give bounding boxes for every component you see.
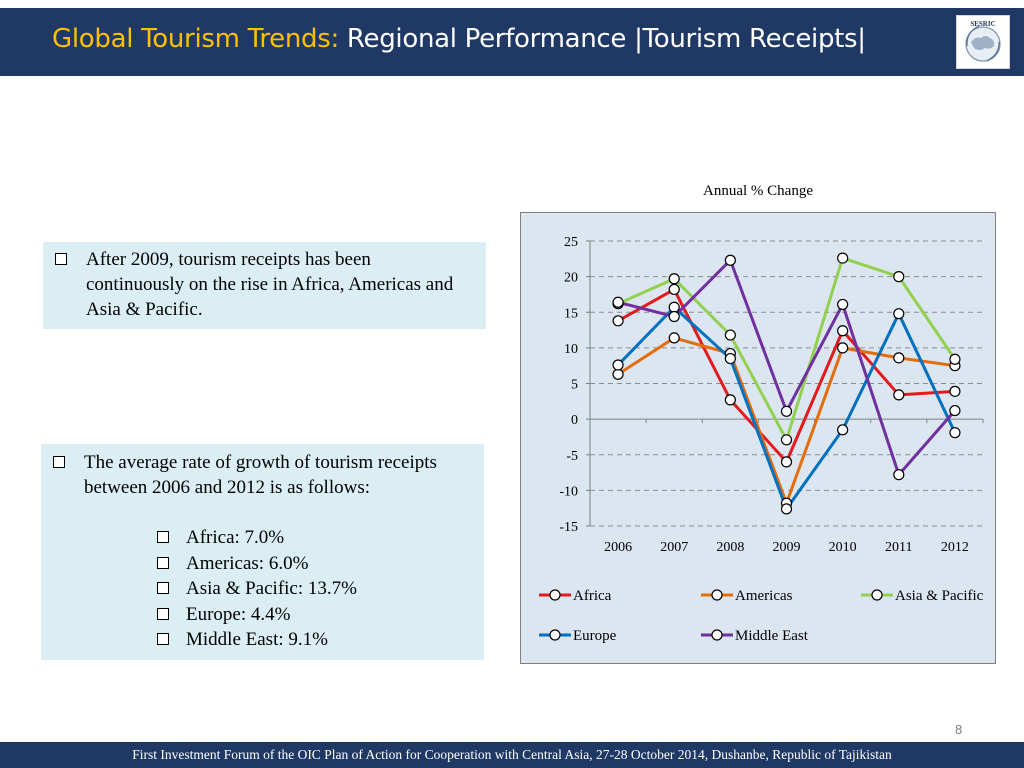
chart-area: 25 20 15 10 5 0 -5 -10 -15 2006 2007 2008 2009 2010 20… xyxy=(520,212,996,664)
legend-marker xyxy=(871,589,883,601)
checkbox-bullet-icon xyxy=(157,531,169,543)
list-item: Americas: 6.0% xyxy=(186,553,309,574)
list-item: Middle East: 9.1% xyxy=(186,629,328,650)
data-point xyxy=(837,252,849,264)
legend-marker xyxy=(711,589,723,601)
x-tick-label: 2012 xyxy=(941,540,969,555)
data-point xyxy=(612,315,624,327)
data-point xyxy=(893,352,905,364)
footer-bar xyxy=(0,742,1024,768)
line-chart: 25 20 15 10 5 0 -5 -10 -15 2006 2007 2008 2009 2010 20… xyxy=(539,235,984,644)
data-point xyxy=(949,427,961,439)
legend-label: Africa xyxy=(573,588,612,604)
checkbox-bullet-icon xyxy=(53,456,65,468)
y-tick-label: 25 xyxy=(564,235,578,250)
y-tick-label: -10 xyxy=(559,484,578,499)
chart-title: Annual % Change xyxy=(703,183,813,199)
data-point xyxy=(612,296,624,308)
legend-label: Americas xyxy=(735,588,793,604)
logo-text: SESRIC xyxy=(970,20,995,28)
title-highlight: Global Tourism Trends: xyxy=(52,24,339,54)
series-line xyxy=(617,336,956,505)
checkbox-bullet-icon xyxy=(157,633,169,645)
data-point xyxy=(837,325,849,337)
data-point xyxy=(893,469,905,481)
y-tick-label: -5 xyxy=(566,449,578,464)
x-tick-label: 2011 xyxy=(885,540,912,555)
checkbox-bullet-icon xyxy=(157,608,169,620)
data-point xyxy=(724,254,736,266)
y-tick-label: 5 xyxy=(571,378,578,393)
x-tick-label: 2008 xyxy=(716,540,744,555)
list-item: Asia & Pacific: 13.7% xyxy=(186,578,357,599)
data-point xyxy=(893,308,905,320)
data-point xyxy=(724,394,736,406)
data-point xyxy=(949,404,961,417)
data-point xyxy=(837,424,849,436)
legend-label: Europe xyxy=(573,628,617,644)
summary-box: After 2009, tourism receipts has been co… xyxy=(43,242,486,329)
data-point xyxy=(724,352,736,365)
data-point xyxy=(612,359,624,371)
y-tick-label: 10 xyxy=(564,342,578,357)
sesric-logo: SESRIC xyxy=(956,15,1010,69)
data-point xyxy=(893,389,905,401)
slide-title: Global Tourism Trends: Regional Performa… xyxy=(52,24,866,54)
data-point xyxy=(668,301,680,313)
list-item: Europe: 4.4% xyxy=(186,604,291,625)
checkbox-bullet-icon xyxy=(157,582,169,594)
x-tick-label: 2010 xyxy=(829,540,857,555)
average-growth-box: The average rate of growth of tourism re… xyxy=(41,444,484,660)
y-tick-label: -15 xyxy=(559,520,578,535)
page-number: 8 xyxy=(955,722,963,737)
footer-text: First Investment Forum of the OIC Plan o… xyxy=(132,747,892,762)
x-tick-label: 2007 xyxy=(660,540,688,555)
data-point xyxy=(780,503,793,515)
data-point xyxy=(949,385,961,397)
x-tick-label: 2009 xyxy=(773,540,801,555)
list-item: Africa: 7.0% xyxy=(186,527,285,548)
data-point xyxy=(668,332,680,344)
legend-marker xyxy=(711,629,723,641)
data-point xyxy=(612,368,624,380)
globe-logo-icon: SESRIC xyxy=(965,20,1001,62)
y-tick-label: 15 xyxy=(564,306,578,321)
data-point xyxy=(780,456,793,468)
legend-marker xyxy=(549,589,561,601)
checkbox-bullet-icon xyxy=(55,253,67,265)
y-tick-label: 0 xyxy=(571,413,578,428)
legend-label: Asia & Pacific xyxy=(895,588,984,604)
data-point xyxy=(837,342,849,354)
legend-label: Middle East xyxy=(735,628,809,644)
data-point xyxy=(724,329,736,341)
average-growth-intro: The average rate of growth of tourism re… xyxy=(84,452,437,498)
data-point xyxy=(949,353,961,365)
data-point xyxy=(837,298,849,311)
data-point xyxy=(780,434,793,446)
data-point xyxy=(668,273,680,285)
x-tick-label: 2006 xyxy=(604,540,632,555)
data-point xyxy=(780,405,793,417)
data-point xyxy=(668,283,680,296)
y-tick-label: 20 xyxy=(564,271,578,286)
checkbox-bullet-icon xyxy=(157,557,169,569)
data-point xyxy=(668,310,680,323)
data-point xyxy=(893,271,905,283)
title-bar xyxy=(0,8,1024,76)
legend-marker xyxy=(549,629,561,641)
title-rest: Regional Performance |Tourism Receipts| xyxy=(338,24,866,54)
summary-text: After 2009, tourism receipts has been co… xyxy=(86,249,454,320)
